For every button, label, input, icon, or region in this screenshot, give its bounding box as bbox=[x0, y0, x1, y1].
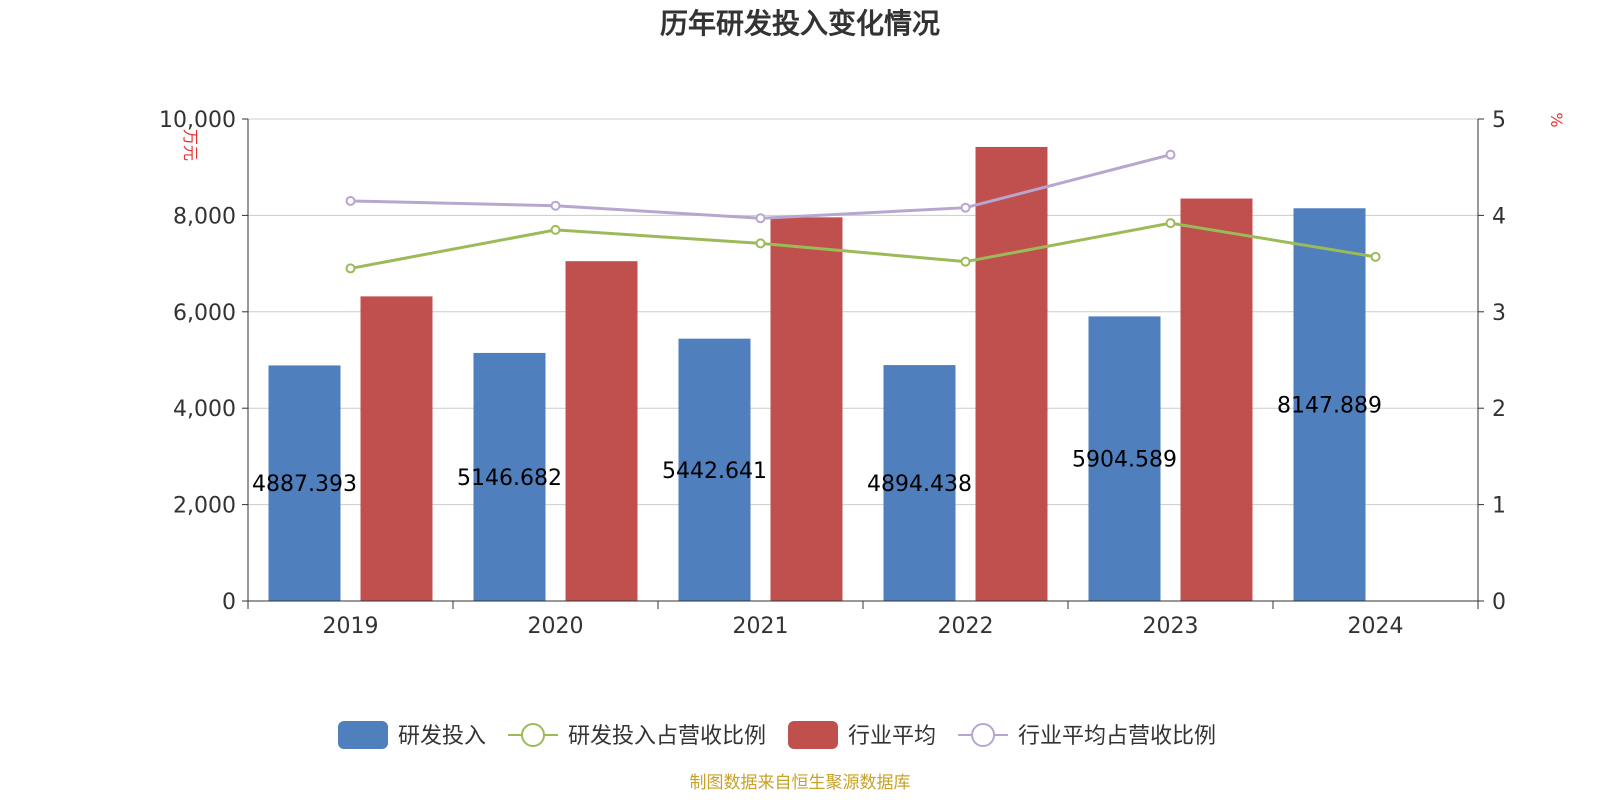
legend: 研发投入 研发投入占营收比例 行业平均 行业平均占营收比例 bbox=[338, 721, 1216, 749]
bar-industry-average bbox=[1180, 198, 1253, 601]
x-axis-tick-label: 2022 bbox=[938, 614, 994, 639]
point-industry-ratio bbox=[1165, 149, 1176, 160]
bar-rd-investment bbox=[1088, 316, 1161, 601]
bar-rd-investment bbox=[268, 365, 341, 601]
bar-rd-investment bbox=[1293, 208, 1366, 602]
bar-rd-investment bbox=[678, 338, 751, 601]
line-rd-ratio bbox=[350, 221, 1376, 270]
legend-label: 行业平均 bbox=[848, 724, 936, 749]
bar-data-label: 4894.438 bbox=[867, 472, 972, 497]
bar-industry-average bbox=[770, 217, 843, 601]
left-axis-unit: 万元 bbox=[181, 129, 200, 161]
bar-industry-average bbox=[360, 296, 433, 601]
bar-data-label: 8147.889 bbox=[1277, 394, 1382, 419]
data-source: 制图数据来自恒生聚源数据库 bbox=[690, 773, 911, 793]
data-labels: 4887.393 5146.682 5442.641 4894.438 5904.589… bbox=[252, 394, 1382, 498]
bar-data-label: 4887.393 bbox=[252, 472, 357, 497]
x-axis-tick-label: 2021 bbox=[733, 614, 789, 639]
point-rd-ratio bbox=[345, 263, 356, 274]
legend-marker bbox=[971, 723, 996, 747]
point-industry-ratio bbox=[550, 200, 561, 211]
legend-label: 研发投入 bbox=[398, 724, 486, 749]
left-axis-tick-label: 10,000 bbox=[159, 108, 236, 133]
point-rd-ratio bbox=[1370, 251, 1381, 262]
bar-industry-average bbox=[565, 261, 638, 601]
point-rd-ratio bbox=[1165, 218, 1176, 229]
lines bbox=[345, 149, 1381, 274]
bar-data-label: 5442.641 bbox=[662, 459, 767, 484]
legend-swatch bbox=[788, 721, 839, 749]
legend-label: 研发投入占营收比例 bbox=[568, 724, 766, 749]
legend-marker bbox=[521, 723, 546, 747]
right-axis-tick-label: 3 bbox=[1492, 301, 1506, 326]
point-rd-ratio bbox=[550, 224, 561, 235]
bar-rd-investment bbox=[473, 352, 546, 601]
right-axis-tick-label: 1 bbox=[1492, 494, 1506, 519]
left-axis-tick-label: 6,000 bbox=[173, 301, 236, 326]
legend-label: 行业平均占营收比例 bbox=[1018, 724, 1216, 749]
x-axis-tick-label: 2019 bbox=[323, 614, 379, 639]
bar-data-label: 5146.682 bbox=[457, 466, 562, 491]
bar-industry-average bbox=[975, 146, 1048, 601]
chart-title: 历年研发投入变化情况 bbox=[660, 7, 940, 40]
left-axis-tick-label: 4,000 bbox=[173, 397, 236, 422]
right-axis-tick-label: 4 bbox=[1492, 204, 1506, 229]
right-axis-tick-label: 2 bbox=[1492, 397, 1506, 422]
bars bbox=[268, 146, 1366, 602]
left-axis-tick-label: 8,000 bbox=[173, 204, 236, 229]
bar-rd-investment bbox=[883, 365, 956, 601]
legend-swatch bbox=[338, 721, 388, 749]
point-industry-ratio bbox=[755, 213, 766, 224]
x-axis-tick-label: 2020 bbox=[528, 614, 584, 639]
right-axis-tick-label: 0 bbox=[1492, 590, 1506, 615]
gridlines bbox=[248, 118, 1478, 506]
left-axis-tick-label: 2,000 bbox=[173, 494, 236, 519]
axes: 0 2,000 4,000 6,000 8,000 10,000 0 1 2 3 4 5 2019 202… bbox=[159, 108, 1506, 639]
point-industry-ratio bbox=[345, 195, 356, 206]
point-industry-ratio bbox=[960, 202, 971, 213]
right-axis-tick-label: 5 bbox=[1492, 108, 1506, 133]
point-rd-ratio bbox=[960, 256, 971, 267]
left-axis-tick-label: 0 bbox=[222, 590, 236, 615]
x-axis-tick-label: 2024 bbox=[1348, 614, 1404, 639]
x-axis-tick-label: 2023 bbox=[1143, 614, 1199, 639]
right-axis-unit: % bbox=[1547, 112, 1566, 127]
bar-data-label: 5904.589 bbox=[1072, 448, 1177, 473]
point-rd-ratio bbox=[755, 238, 766, 249]
